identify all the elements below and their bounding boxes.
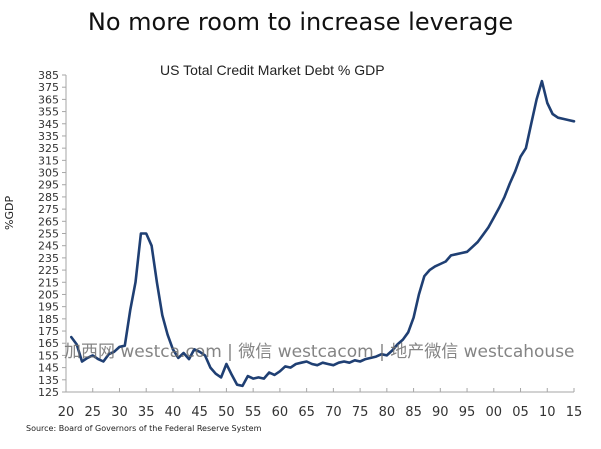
y-tick-label: 265	[38, 215, 59, 228]
y-tick-label: 145	[38, 362, 59, 375]
x-tick-label: 55	[245, 405, 262, 420]
x-tick-label: 25	[84, 405, 101, 420]
y-tick-label: 195	[38, 301, 59, 314]
y-tick-label: 255	[38, 228, 59, 241]
x-tick-label: 65	[298, 405, 315, 420]
x-tick-label: 95	[459, 405, 476, 420]
x-tick-label: 30	[111, 405, 128, 420]
y-tick-label: 315	[38, 154, 59, 167]
y-tick-label: 375	[38, 81, 59, 94]
y-tick-label: 175	[38, 325, 59, 338]
x-axis: 20 25 30 35 40 45 50 55 60 65 70 75 80 85 90 95 00 05 10 15	[58, 388, 583, 420]
y-tick-label: 165	[38, 337, 59, 350]
watermark: 加西网 westca.com | 微信 westcacom | 地产微信 wes…	[64, 342, 575, 362]
y-tick-label: 235	[38, 252, 59, 265]
y-tick-label: 225	[38, 264, 59, 277]
y-axis: 1251351451551651751851952052152252352452…	[38, 69, 67, 399]
y-tick-label: 205	[38, 288, 59, 301]
chart-title: US Total Credit Market Debt % GDP	[160, 62, 385, 78]
x-tick-label: 75	[352, 405, 369, 420]
x-tick-label: 45	[191, 405, 208, 420]
y-tick-label: 355	[38, 106, 59, 119]
y-tick-label: 285	[38, 191, 59, 204]
x-tick-label: 85	[405, 405, 422, 420]
y-axis-label: %GDP	[3, 195, 16, 230]
y-tick-label: 295	[38, 179, 59, 192]
x-tick-label: 10	[539, 405, 556, 420]
y-tick-label: 335	[38, 130, 59, 143]
x-tick-label: 40	[165, 405, 182, 420]
y-tick-label: 305	[38, 167, 59, 180]
y-tick-label: 155	[38, 349, 59, 362]
x-tick-label: 15	[566, 405, 583, 420]
y-tick-label: 385	[38, 69, 59, 82]
y-tick-label: 215	[38, 276, 59, 289]
x-tick-label: 20	[58, 405, 75, 420]
x-tick-label: 00	[486, 405, 503, 420]
y-tick-label: 345	[38, 118, 59, 131]
x-tick-label: 05	[512, 405, 529, 420]
y-tick-label: 245	[38, 240, 59, 253]
y-tick-label: 325	[38, 142, 59, 155]
y-tick-label: 135	[38, 374, 59, 387]
y-tick-label: 365	[38, 93, 59, 106]
source-note: Source: Board of Governors of the Federa…	[26, 424, 262, 433]
x-tick-label: 90	[432, 405, 449, 420]
headline: No more room to increase leverage	[87, 8, 514, 36]
x-tick-label: 70	[325, 405, 342, 420]
x-tick-label: 50	[218, 405, 235, 420]
y-tick-label: 125	[38, 386, 59, 399]
x-tick-label: 60	[272, 405, 289, 420]
y-tick-label: 275	[38, 203, 59, 216]
y-tick-label: 185	[38, 313, 59, 326]
x-tick-label: 35	[138, 405, 155, 420]
x-tick-label: 80	[379, 405, 396, 420]
series-group	[70, 79, 576, 388]
